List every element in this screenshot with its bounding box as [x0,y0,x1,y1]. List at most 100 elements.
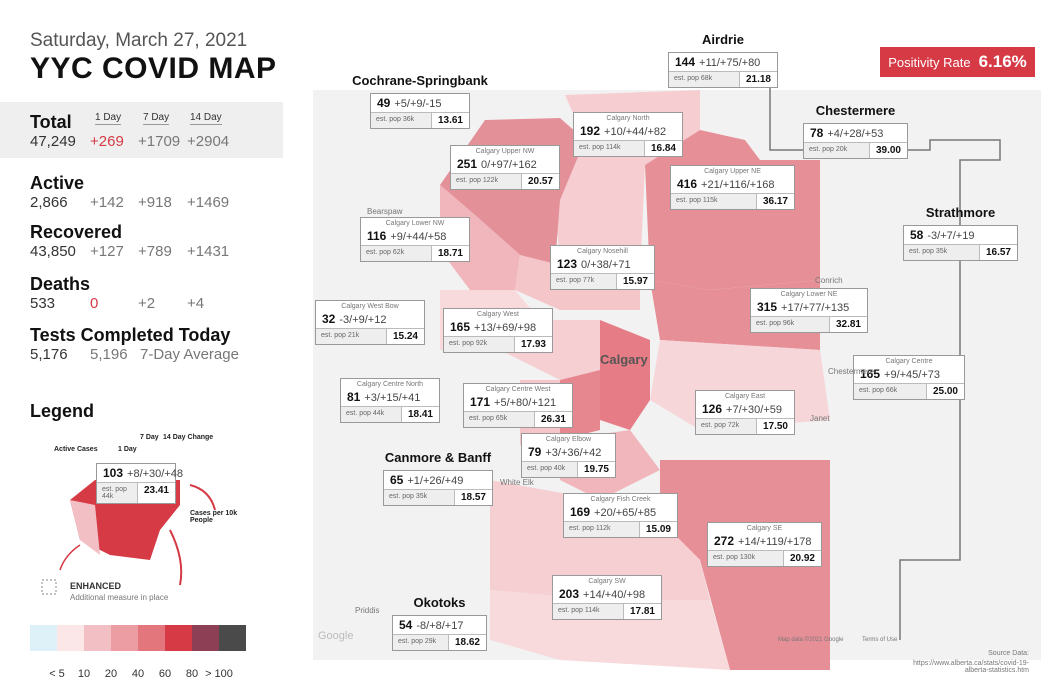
region-row: 49 +5/+9/-15 [371,94,469,112]
scale-label: > 100 [205,668,233,680]
place-label: White Elk [500,478,534,487]
sample-active: 103 [103,466,124,480]
region-row: est. pop 122k 20.57 [451,173,559,189]
town-title: Cochrane-Springbank [352,73,488,88]
case-change: -8/+8/+17 [416,620,464,632]
stat-change: +789 [138,243,172,260]
region-name: Calgary Fish Creek [590,496,651,503]
case-change: +14/+119/+178 [738,536,812,548]
sample-change: +8/+30/+48 [127,468,184,480]
rate: 16.84 [643,141,682,156]
region-row: 116 +9/+44/+58 [361,227,469,245]
stat-change: +2 [138,295,156,312]
town-title: Strathmore [925,205,996,220]
population: est. pop 96k [756,320,795,327]
active-cases: 32 [322,312,336,326]
region-name: Calgary West Bow [341,303,399,310]
region-row: 81 +3/+15/+41 [341,388,439,406]
place-label: Conrich [815,276,843,285]
active-cases: 144 [675,55,696,69]
scale-swatch [57,625,84,651]
stat-value: 533 [30,295,56,312]
case-change: +10/+44/+82 [604,126,667,138]
population: est. pop 92k [449,340,488,347]
region-row: 58 -3/+7/+19 [904,226,1017,244]
google-logo: Google [318,630,354,642]
region-row: est. pop 68k 21.18 [669,71,777,87]
region-row: 171 +5/+80/+121 [464,393,572,411]
population: est. pop 40k [527,465,566,472]
active-cases: 171 [470,395,491,409]
enhanced-swatch [41,579,57,595]
area-fish-creek [490,480,710,600]
active-cases: 192 [580,124,601,138]
rate: 15.09 [638,522,677,537]
population: est. pop 114k [558,607,600,614]
scale-swatch [84,625,111,651]
region-box: Calgary East 126 +7/+30/+59 est. pop 72k 17.… [695,390,795,435]
region-name: Calgary Lower NE [780,291,838,298]
region-name: Calgary Centre [885,358,933,365]
stat-change: +1469 [187,194,230,211]
region-box: Calgary Upper NE 416 +21/+116/+168 est. pop… [670,165,795,210]
terms: Terms of Use [862,637,898,643]
region-box: Calgary Centre 165 +9/+45/+73 est. pop 66k 2… [853,355,965,400]
rate: 19.75 [576,462,615,477]
region-row: est. pop 112k 15.09 [564,521,677,537]
rate: 17.93 [513,337,552,352]
date: Saturday, March 27, 2021 [30,30,248,51]
enhanced-note: Additional measure in place [70,593,169,602]
region-row: est. pop 77k 15.97 [551,273,654,289]
rate: 25.00 [925,384,964,399]
population: est. pop 122k [456,177,499,184]
region-box: Calgary Fish Creek 169 +20/+65/+85 est. pop… [563,493,678,538]
region-row: 123 0/+38/+71 [551,255,654,273]
region-row: 144 +11/+75/+80 [669,53,777,71]
population: est. pop 68k [674,75,713,82]
period-header: 1 Day [95,112,122,125]
region-row: 203 +14/+40/+98 [553,585,661,603]
region-name: Calgary Nosehill [577,248,628,255]
population: est. pop 114k [579,144,621,151]
case-change: +9/+45/+73 [884,369,941,381]
stat-change: +269 [90,133,124,150]
active-cases: 203 [559,587,580,601]
active-cases: 165 [450,320,471,334]
active-cases: 165 [860,367,881,381]
active-cases: 65 [390,473,404,487]
sample-row: 103 +8/+30/+48 [97,464,183,482]
rate: 26.31 [533,412,572,427]
region-box: Calgary Elbow 79 +3/+36/+42 est. pop 40k 19.… [521,433,616,478]
sample-row: est. pop 44k 23.41 [97,482,175,503]
population: est. pop 77k [556,277,595,284]
title: YYC COVID MAP [30,52,277,85]
case-change: +9/+44/+58 [390,231,447,243]
region-row: est. pop 65k 26.31 [464,411,572,427]
case-change: +5/+9/-15 [394,98,442,110]
stat-average: 5,196 [90,346,128,363]
legend-arrow [169,529,183,586]
region-row: 165 +9/+45/+73 [854,365,964,383]
region-name: Calgary SE [746,525,783,532]
scale-swatch [138,625,165,651]
region-row: est. pop 130k 20.92 [708,550,821,566]
region-row: 126 +7/+30/+59 [696,400,794,418]
region-box: Calgary Upper NW 251 0/+97/+162 est. pop 12… [450,145,560,190]
case-change: +21/+116/+168 [701,179,775,191]
rate: 15.97 [615,274,654,289]
population: est. pop 35k [909,248,948,255]
case-change: +20/+65/+85 [594,507,657,519]
case-change: +13/+69/+98 [474,322,537,334]
region-row: est. pop 66k 25.00 [854,383,964,399]
region-name: Calgary North [606,115,650,122]
stat-label: Recovered [30,222,123,242]
region-row: 79 +3/+36/+42 [522,443,615,461]
stat-value: 5,176 [30,346,68,363]
area-lower-nw [440,185,520,290]
scale-swatch [165,625,192,651]
stat-change: +4 [187,295,205,312]
region-row: 78 +4/+28/+53 [804,124,907,142]
active-cases: 58 [910,228,924,242]
rate: 18.62 [447,635,486,650]
scale-swatch [192,625,219,651]
